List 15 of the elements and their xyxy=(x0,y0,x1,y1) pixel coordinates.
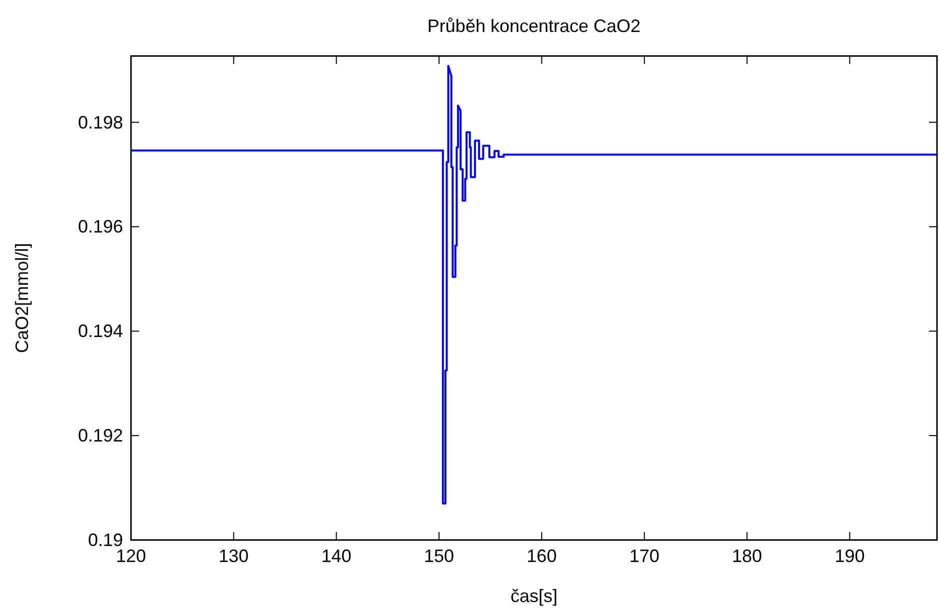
y-tick-label: 0.192 xyxy=(78,426,123,446)
x-tick-label: 140 xyxy=(321,546,352,566)
x-tick-label: 160 xyxy=(526,546,557,566)
x-tick-label: 150 xyxy=(424,546,454,566)
y-tick-label: 0.196 xyxy=(78,216,123,237)
x-tick-label: 170 xyxy=(629,546,660,566)
line-series xyxy=(131,64,937,504)
chart-title: Průběh koncentrace CaO2 xyxy=(427,16,641,36)
y-axis-title: CaO2[mmol/l] xyxy=(12,242,32,354)
x-axis-title: čas[s] xyxy=(510,586,558,606)
y-tick-label: 0.198 xyxy=(78,112,123,132)
x-tick-label: 190 xyxy=(834,546,865,566)
y-tick-label: 0.194 xyxy=(78,321,123,342)
x-tick-label: 180 xyxy=(732,546,762,566)
x-tick-label: 130 xyxy=(218,546,249,566)
